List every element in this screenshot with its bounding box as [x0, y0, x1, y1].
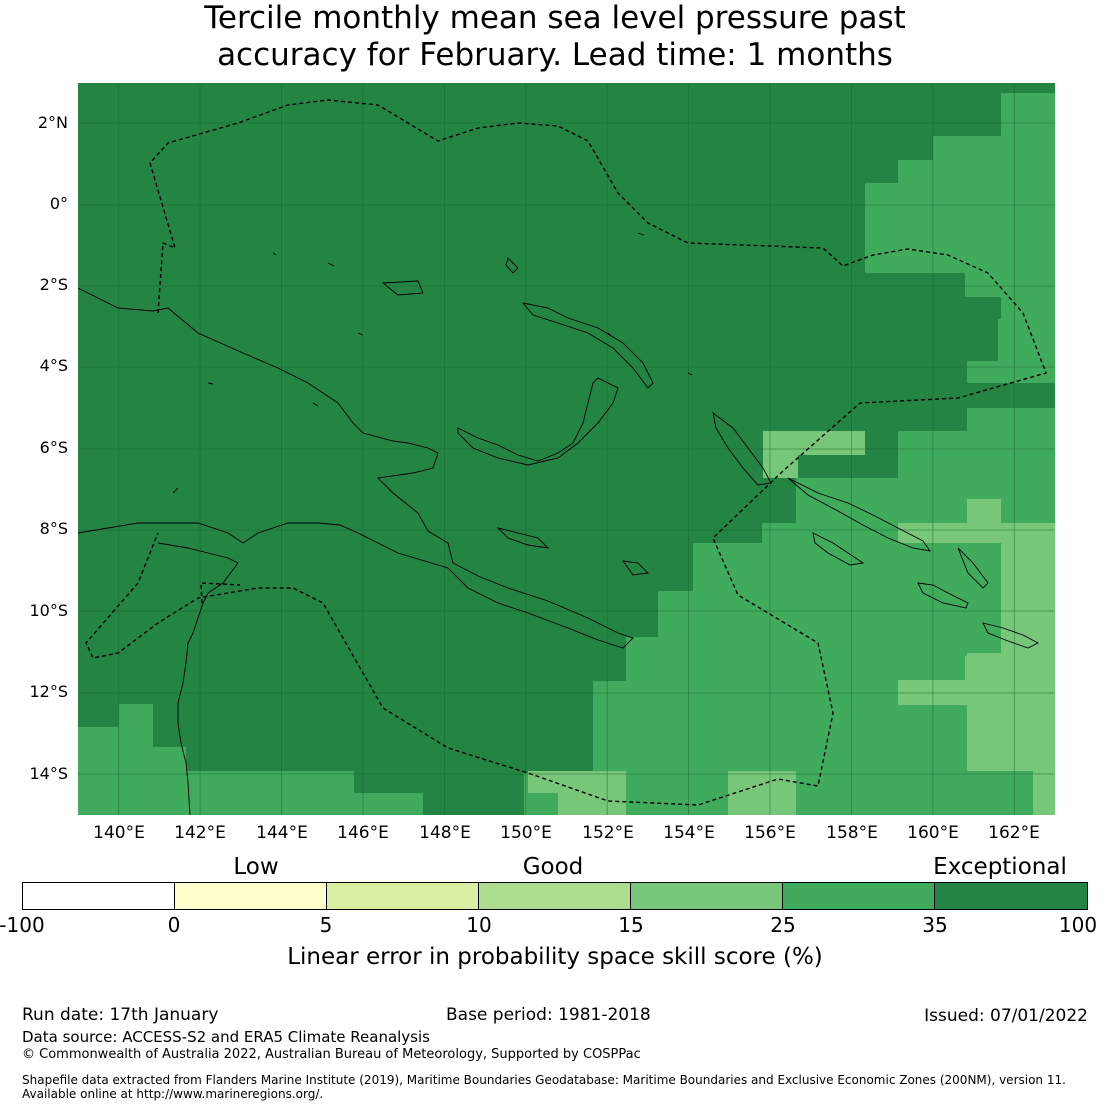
issued-date: Issued: 07/01/2022	[924, 1006, 1088, 1026]
colorbar-segment	[327, 883, 479, 909]
map-canvas	[78, 83, 1055, 815]
lat-tick-label: 2°S	[39, 275, 68, 294]
lon-tick-label: 156°E	[744, 823, 796, 843]
colorbar-tick: 15	[618, 913, 644, 937]
skill-map	[78, 83, 1055, 815]
colorbar-tick: 35	[922, 913, 948, 937]
lat-tick-label: 2°N	[37, 113, 68, 132]
category-exceptional: Exceptional	[933, 854, 1067, 880]
lat-tick-label: 14°S	[29, 764, 68, 783]
copyright: © Commonwealth of Australia 2022, Austra…	[22, 1047, 641, 1062]
chart-title: Tercile monthly mean sea level pressure …	[0, 0, 1110, 74]
colorbar-segment	[479, 883, 631, 909]
lon-tick-label: 158°E	[826, 823, 878, 843]
colorbar-segment	[23, 883, 175, 909]
colorbar-tick: 25	[770, 913, 796, 937]
lat-tick-label: 6°S	[39, 438, 68, 457]
lon-tick-label: 162°E	[988, 823, 1040, 843]
lat-tick-label: 4°S	[39, 356, 68, 375]
colorbar-segment	[935, 883, 1087, 909]
lon-tick-label: 154°E	[663, 823, 715, 843]
lat-tick-label: 0°	[49, 194, 68, 213]
lon-tick-label: 146°E	[337, 823, 389, 843]
lat-tick-label: 8°S	[39, 519, 68, 538]
eez-boundaries	[85, 99, 1047, 806]
colorbar-label: Linear error in probability space skill …	[287, 944, 823, 970]
colorbar-segment	[175, 883, 327, 909]
run-date: Run date: 17th January	[22, 1005, 219, 1025]
lon-tick-label: 150°E	[500, 823, 552, 843]
title-line-2: accuracy for February. Lead time: 1 mont…	[217, 37, 893, 73]
lon-tick-label: 160°E	[907, 823, 959, 843]
colorbar-tick: 100	[1058, 913, 1098, 937]
category-good: Good	[522, 854, 584, 880]
graticule	[78, 83, 1055, 815]
category-low: Low	[233, 854, 279, 880]
cells-15-25	[528, 431, 1055, 815]
colorbar-tick: 10	[466, 913, 492, 937]
lon-tick-label: 148°E	[419, 823, 471, 843]
data-source: Data source: ACCESS-S2 and ERA5 Climate …	[22, 1028, 430, 1046]
colorbar-segment	[631, 883, 783, 909]
colorbar	[22, 882, 1088, 910]
colorbar-segment	[783, 883, 935, 909]
lon-tick-label: 152°E	[582, 823, 634, 843]
shapefile-credit-line-2: Available online at http://www.marinereg…	[22, 1087, 324, 1101]
cells-25-35-patches	[967, 543, 1033, 793]
colorbar-tick: 5	[319, 913, 333, 937]
colorbar-tick: 0	[167, 913, 181, 937]
lon-tick-label: 142°E	[174, 823, 226, 843]
shapefile-credit-line-1: Shapefile data extracted from Flanders M…	[22, 1073, 1066, 1087]
title-line-1: Tercile monthly mean sea level pressure …	[204, 0, 906, 36]
coastlines	[78, 232, 1039, 815]
lat-tick-label: 10°S	[29, 601, 68, 620]
lon-tick-label: 144°E	[256, 823, 308, 843]
lon-tick-label: 140°E	[93, 823, 145, 843]
base-period: Base period: 1981-2018	[446, 1005, 651, 1025]
lat-tick-label: 12°S	[29, 682, 68, 701]
colorbar-tick: -100	[0, 913, 45, 937]
